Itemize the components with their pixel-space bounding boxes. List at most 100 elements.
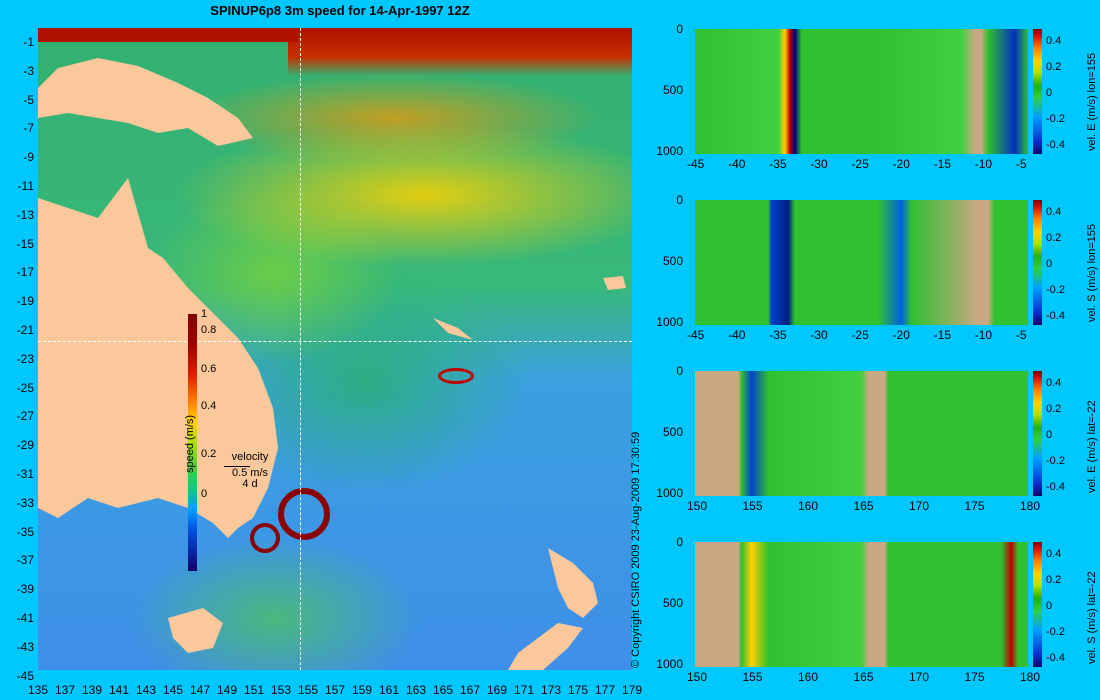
map-y-tick: -33	[16, 495, 34, 510]
cbar-tick-1: 1	[201, 308, 208, 320]
panel-label: vel. S (m/s) lat=-22	[1086, 571, 1098, 664]
panel-x-tick: -5	[1015, 328, 1027, 342]
panel-label: vel. E (m/s) lon=155	[1086, 52, 1098, 151]
cbar-tick-0-6: 0.6	[201, 363, 217, 375]
map-x-tick: 141	[108, 683, 130, 697]
panel-x-tick: -15	[933, 157, 951, 171]
panel-x-tick: -10	[974, 328, 993, 342]
map-y-tick: -39	[16, 582, 34, 597]
map-y-tick: -7	[23, 121, 34, 136]
map-x-tick: 169	[486, 683, 508, 697]
panel-cbar-tick: 0	[1046, 258, 1053, 270]
map-y-tick: -23	[16, 351, 34, 366]
panel-x-tick: 170	[909, 499, 930, 513]
panel-x-tick: -25	[851, 328, 869, 342]
panel-y-tick: 500	[662, 83, 683, 97]
panel-cbar-tick: 0.4	[1046, 35, 1062, 47]
map-x-tick: 177	[594, 683, 616, 697]
map-y-tick: -27	[16, 409, 34, 424]
panel-cbar-tick: -0.4	[1046, 139, 1065, 151]
copyright-text: © Copyright CSIRO 2009 23-Aug-2009 17:30…	[630, 431, 642, 668]
map-x-tick: 157	[324, 683, 346, 697]
panel-x-tick: 180	[1020, 499, 1041, 513]
map-y-tick: -13	[16, 207, 34, 222]
map-x-tick: 143	[135, 683, 157, 697]
panel-cbar-tick: -0.4	[1046, 481, 1065, 493]
map-y-tick: -35	[16, 524, 34, 539]
panel-x-tick: 175	[964, 670, 985, 684]
map-x-tick: 165	[432, 683, 454, 697]
panel-x-tick: 165	[853, 670, 874, 684]
panel-label: vel. S (m/s) lon=155	[1086, 223, 1098, 322]
cbar-tick-0: 0	[201, 488, 208, 500]
australia-land	[38, 178, 278, 538]
panel-cbar-tick: 0	[1046, 429, 1053, 441]
panel-y-tick: 1000	[656, 144, 683, 158]
panel-y-tick: 1000	[656, 315, 683, 329]
panel-x-tick: -10	[974, 157, 993, 171]
panel-x-tick: 155	[742, 499, 763, 513]
map-x-tick: 151	[243, 683, 265, 697]
panel-x-tick: -35	[769, 157, 787, 171]
section-panel-1[interactable]	[695, 29, 1028, 154]
section-lon-line	[300, 28, 301, 670]
panel-y-tick: 500	[662, 596, 683, 610]
panel-cbar-tick: 0.4	[1046, 206, 1062, 218]
figure-title: SPINUP6p8 3m speed for 14-Apr-1997 12Z	[210, 3, 470, 18]
new-guinea-land	[38, 58, 253, 146]
map-y-tick: -9	[23, 150, 34, 165]
panel-cbar-tick: -0.2	[1046, 626, 1065, 638]
north-current-band	[38, 28, 298, 42]
tasmania-land	[168, 608, 223, 653]
panel-cbar-tick: 0	[1046, 87, 1053, 99]
map-y-tick: -41	[16, 611, 34, 625]
speed-map[interactable]: 1 0.8 0.6 0.4 0.2 0 speed (m/s) velocity…	[38, 28, 632, 670]
panel-y-tick: 1000	[656, 657, 683, 671]
section-panel-2[interactable]	[695, 200, 1028, 325]
colorbar-label: speed (m/s)	[184, 414, 196, 473]
panel-x-tick: 165	[853, 499, 874, 513]
panel-x-tick: -20	[892, 157, 910, 171]
panel-y-tick: 0	[676, 193, 683, 207]
panel-x-tick: -45	[687, 157, 705, 171]
map-x-tick: 175	[567, 683, 589, 697]
section-panel-4[interactable]	[695, 542, 1028, 667]
panel-cbar-tick: 0.2	[1046, 574, 1062, 586]
new-zealand-north-land	[548, 548, 598, 618]
map-x-tick: 145	[162, 683, 184, 697]
eddy-small	[250, 523, 280, 553]
velocity-legend-arrow	[224, 466, 250, 467]
map-y-tick: -17	[16, 265, 34, 280]
map-x-tick: 173	[540, 683, 562, 697]
section-panel-3[interactable]	[695, 371, 1028, 496]
cbar-tick-0-8: 0.8	[201, 324, 217, 336]
panel-x-tick: -20	[892, 328, 910, 342]
map-x-tick: 163	[405, 683, 427, 697]
map-y-tick: -37	[16, 553, 34, 568]
map-y-tick: -11	[17, 179, 34, 193]
panel-x-tick: -30	[810, 328, 828, 342]
panel-x-tick: 155	[742, 670, 763, 684]
panel-colorbar	[1033, 371, 1042, 496]
map-x-tick: 161	[378, 683, 400, 697]
panel-x-tick: 180	[1020, 670, 1041, 684]
map-x-tick: 137	[54, 683, 76, 697]
map-y-tick: -19	[16, 294, 34, 309]
panel-x-tick: 175	[964, 499, 985, 513]
map-x-tick: 159	[351, 683, 373, 697]
panel-x-tick: 160	[798, 499, 819, 513]
panel-cbar-tick: -0.4	[1046, 652, 1065, 664]
map-x-tick: 167	[459, 683, 481, 697]
panel-cbar-tick: -0.2	[1046, 113, 1065, 125]
panel-y-tick: 0	[676, 535, 683, 549]
map-x-tick: 135	[27, 683, 49, 697]
panel-x-tick: 150	[687, 670, 708, 684]
eddy-east	[438, 368, 474, 384]
map-y-tick: -43	[16, 639, 34, 654]
panel-x-tick: -35	[769, 328, 787, 342]
panel-x-tick: 170	[909, 670, 930, 684]
new-caledonia-land	[433, 318, 473, 340]
map-y-tick: -5	[23, 92, 34, 107]
map-y-tick: -25	[16, 380, 34, 395]
panel-colorbar	[1033, 200, 1042, 325]
